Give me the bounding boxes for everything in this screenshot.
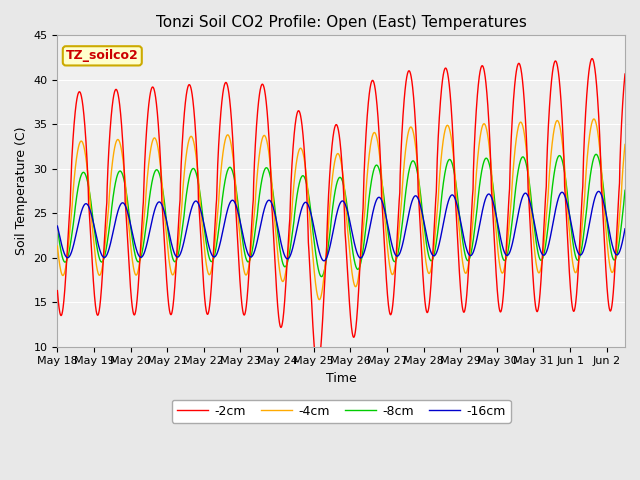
- -2cm: [271, 261, 279, 267]
- -2cm: [118, 130, 126, 136]
- -2cm: [314, 366, 321, 372]
- -16cm: [296, 213, 303, 219]
- -4cm: [590, 116, 598, 122]
- -16cm: [54, 223, 61, 229]
- -2cm: [54, 288, 61, 293]
- Y-axis label: Soil Temperature (C): Soil Temperature (C): [15, 127, 28, 255]
- -4cm: [271, 222, 279, 228]
- -16cm: [611, 249, 618, 254]
- Line: -8cm: -8cm: [58, 154, 625, 276]
- -2cm: [296, 109, 303, 115]
- -4cm: [54, 243, 61, 249]
- -16cm: [595, 189, 602, 194]
- -2cm: [621, 71, 629, 77]
- X-axis label: Time: Time: [326, 372, 356, 385]
- -8cm: [611, 257, 618, 263]
- -8cm: [271, 207, 279, 213]
- -8cm: [621, 188, 629, 193]
- Text: TZ_soilco2: TZ_soilco2: [66, 49, 139, 62]
- -4cm: [296, 146, 303, 152]
- -4cm: [118, 151, 126, 157]
- Line: -16cm: -16cm: [58, 192, 625, 261]
- -8cm: [592, 151, 600, 157]
- -16cm: [118, 200, 126, 206]
- -8cm: [118, 170, 126, 176]
- -8cm: [54, 225, 61, 231]
- -2cm: [152, 96, 159, 102]
- -4cm: [316, 297, 323, 302]
- -4cm: [152, 136, 159, 142]
- Line: -4cm: -4cm: [58, 119, 625, 300]
- -16cm: [152, 204, 159, 209]
- -16cm: [271, 212, 279, 217]
- -2cm: [588, 56, 596, 61]
- -4cm: [549, 134, 557, 140]
- Title: Tonzi Soil CO2 Profile: Open (East) Temperatures: Tonzi Soil CO2 Profile: Open (East) Temp…: [156, 15, 527, 30]
- -2cm: [549, 67, 557, 72]
- -8cm: [549, 180, 557, 185]
- -8cm: [296, 179, 303, 185]
- Line: -2cm: -2cm: [58, 59, 625, 369]
- -16cm: [621, 226, 629, 232]
- -8cm: [152, 168, 159, 173]
- -2cm: [611, 276, 618, 282]
- -8cm: [317, 274, 325, 279]
- Legend: -2cm, -4cm, -8cm, -16cm: -2cm, -4cm, -8cm, -16cm: [172, 400, 511, 423]
- -4cm: [611, 264, 618, 270]
- -16cm: [549, 221, 557, 227]
- -16cm: [320, 258, 328, 264]
- -4cm: [621, 142, 629, 147]
